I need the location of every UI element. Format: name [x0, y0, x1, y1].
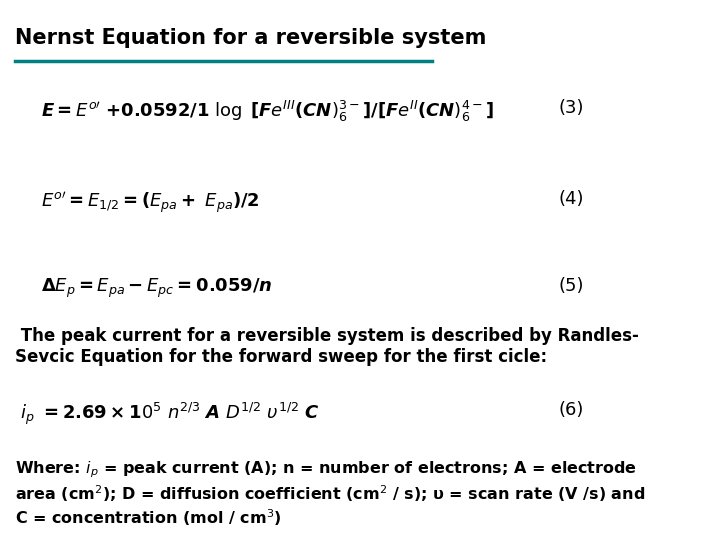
Text: $\boldsymbol{E^{o\prime} = E_{1/2} = (E_{pa} + \ E_{pa})/ 2}$: $\boldsymbol{E^{o\prime} = E_{1/2} = (E_… — [40, 191, 259, 215]
Text: (3): (3) — [558, 99, 583, 117]
Text: (6): (6) — [558, 401, 583, 419]
Text: Nernst Equation for a reversible system: Nernst Equation for a reversible system — [15, 28, 487, 48]
Text: $\boldsymbol{\Delta E_p = E_{pa} - E_{pc} = 0.059/ n}$: $\boldsymbol{\Delta E_p = E_{pa} - E_{pc… — [40, 276, 272, 300]
Text: $\boldsymbol{\it{i}_p}$ $\boldsymbol{= 2.69 \times 10^5\ n^{2/3}\ A\ D^{1/2}\ \u: $\boldsymbol{\it{i}_p}$ $\boldsymbol{= 2… — [15, 401, 320, 427]
Text: (4): (4) — [558, 191, 583, 208]
Text: The peak current for a reversible system is described by Randles-
Sevcic Equatio: The peak current for a reversible system… — [15, 327, 639, 366]
Text: Where: $\boldsymbol{\it{i}_p}$ = peak current (A); n = number of electrons; A = : Where: $\boldsymbol{\it{i}_p}$ = peak cu… — [15, 460, 646, 528]
Text: $\boldsymbol{E = E^{o\prime}}$ $\boldsymbol{+ 0.0592/1}$ $\boldsymbol{\log}$ $\b: $\boldsymbol{E = E^{o\prime}}$ $\boldsym… — [40, 99, 493, 124]
Text: (5): (5) — [558, 276, 583, 295]
